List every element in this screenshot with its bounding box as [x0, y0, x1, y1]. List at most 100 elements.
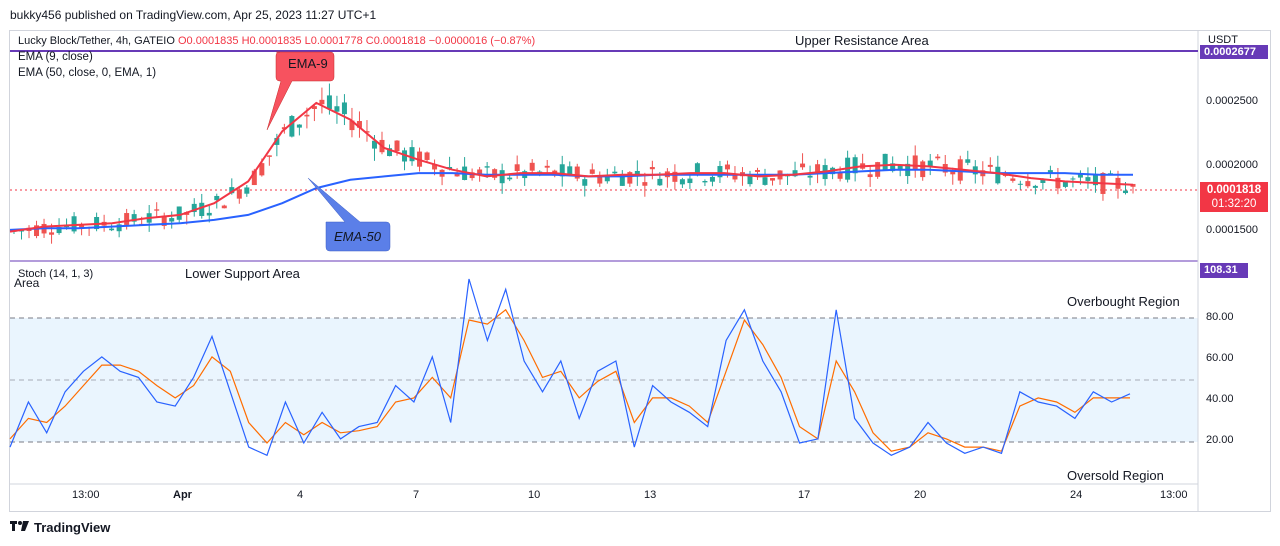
ema50-legend[interactable]: EMA (50, close, 0, EMA, 1) [18, 67, 157, 79]
candle-body[interactable] [176, 206, 182, 220]
symbol-ohlc-row[interactable]: Lucky Block/Tether, 4h, GATEIO O0.000183… [18, 35, 535, 47]
candle-body[interactable] [319, 99, 325, 105]
candle-body[interactable] [229, 187, 235, 194]
candle-body[interactable] [597, 176, 603, 184]
candle-body[interactable] [1047, 170, 1053, 173]
candle-body[interactable] [1055, 177, 1061, 189]
candle-body[interactable] [191, 203, 197, 213]
candle-body[interactable] [469, 172, 475, 179]
candle-body[interactable] [19, 230, 25, 232]
candle-body[interactable] [1092, 174, 1098, 186]
candle-body[interactable] [394, 140, 400, 152]
candle-body[interactable] [702, 180, 708, 183]
candle-body[interactable] [244, 187, 250, 194]
candle-body[interactable] [199, 202, 205, 216]
candle-body[interactable] [770, 178, 776, 181]
candle-body[interactable] [304, 114, 310, 117]
candle-body[interactable] [1032, 185, 1038, 188]
candle-body[interactable] [747, 175, 753, 185]
candle-body[interactable] [1070, 178, 1076, 180]
candle-body[interactable] [49, 232, 55, 235]
stoch-k-line[interactable] [9, 278, 1131, 457]
candle-body[interactable] [927, 160, 933, 167]
candle-body[interactable] [326, 95, 332, 110]
candle-body[interactable] [567, 166, 573, 176]
candle-body[interactable] [1077, 174, 1083, 178]
candle-body[interactable] [221, 205, 227, 209]
candle-body[interactable] [694, 163, 700, 173]
candle-body[interactable] [499, 170, 505, 184]
candle-body[interactable] [311, 106, 317, 109]
candle-body[interactable] [454, 172, 460, 177]
candle-body[interactable] [642, 182, 648, 186]
stoch-d-line[interactable] [9, 308, 1130, 452]
candle-body[interactable] [950, 171, 956, 175]
candle-body[interactable] [1017, 183, 1023, 185]
candle-body[interactable] [754, 170, 760, 172]
candle-body[interactable] [124, 213, 130, 225]
candle-body[interactable] [1062, 181, 1068, 187]
candle-body[interactable] [724, 164, 730, 170]
candle-body[interactable] [131, 214, 137, 222]
ema9-line[interactable] [9, 101, 1134, 233]
candle-body[interactable] [732, 174, 738, 180]
candle-body[interactable] [627, 172, 633, 184]
candle-body[interactable] [995, 166, 1001, 184]
candle-body[interactable] [657, 178, 663, 186]
candle-body[interactable] [289, 116, 295, 137]
candle-body[interactable] [762, 177, 768, 185]
candle-body[interactable] [56, 227, 62, 234]
candle-body[interactable] [424, 152, 430, 160]
candle-body[interactable] [1040, 179, 1046, 183]
candle-body[interactable] [687, 178, 693, 184]
candle-body[interactable] [544, 165, 550, 168]
candle-body[interactable] [1002, 174, 1008, 176]
candle-body[interactable] [259, 163, 265, 176]
candle-body[interactable] [296, 124, 302, 128]
candle-body[interactable] [619, 175, 625, 186]
candle-body[interactable] [1122, 190, 1128, 194]
candle-body[interactable] [800, 163, 806, 168]
candle-body[interactable] [236, 189, 242, 199]
candle-body[interactable] [912, 155, 918, 171]
candle-body[interactable] [484, 166, 490, 168]
candle-body[interactable] [1010, 178, 1016, 181]
candle-body[interactable] [987, 164, 993, 167]
candle-body[interactable] [251, 170, 257, 186]
candle-body[interactable] [334, 106, 340, 112]
candle-body[interactable] [266, 155, 272, 157]
candle-body[interactable] [890, 163, 896, 172]
candle-body[interactable] [612, 171, 618, 174]
candle-body[interactable] [371, 140, 377, 149]
candle-body[interactable] [206, 212, 212, 216]
candle-body[interactable] [364, 131, 370, 133]
candle-body[interactable] [214, 195, 220, 201]
candle-body[interactable] [492, 169, 498, 178]
candle-body[interactable] [341, 102, 347, 115]
candle-body[interactable] [356, 121, 362, 128]
candle-body[interactable] [387, 148, 393, 157]
candle-body[interactable] [169, 218, 175, 222]
candle-body[interactable] [507, 177, 513, 180]
candle-body[interactable] [349, 120, 355, 131]
symbol-label[interactable]: Lucky Block/Tether, 4h, GATEIO [18, 35, 175, 47]
candle-body[interactable] [604, 175, 610, 182]
candle-body[interactable] [1107, 173, 1113, 175]
candle-body[interactable] [154, 209, 160, 211]
candle-body[interactable] [1130, 183, 1136, 187]
candle-body[interactable] [1025, 181, 1031, 187]
candle-body[interactable] [897, 165, 903, 171]
candle-body[interactable] [792, 170, 798, 177]
ema9-legend[interactable]: EMA (9, close) [18, 51, 93, 63]
candle-body[interactable] [672, 171, 678, 182]
candle-body[interactable] [116, 224, 122, 232]
candle-body[interactable] [649, 167, 655, 170]
candle-body[interactable] [71, 216, 77, 232]
candle-body[interactable] [807, 175, 813, 178]
candle-body[interactable] [852, 157, 858, 174]
candle-body[interactable] [432, 164, 438, 170]
candle-body[interactable] [537, 171, 543, 173]
candle-body[interactable] [965, 159, 971, 163]
candle-body[interactable] [582, 179, 588, 186]
